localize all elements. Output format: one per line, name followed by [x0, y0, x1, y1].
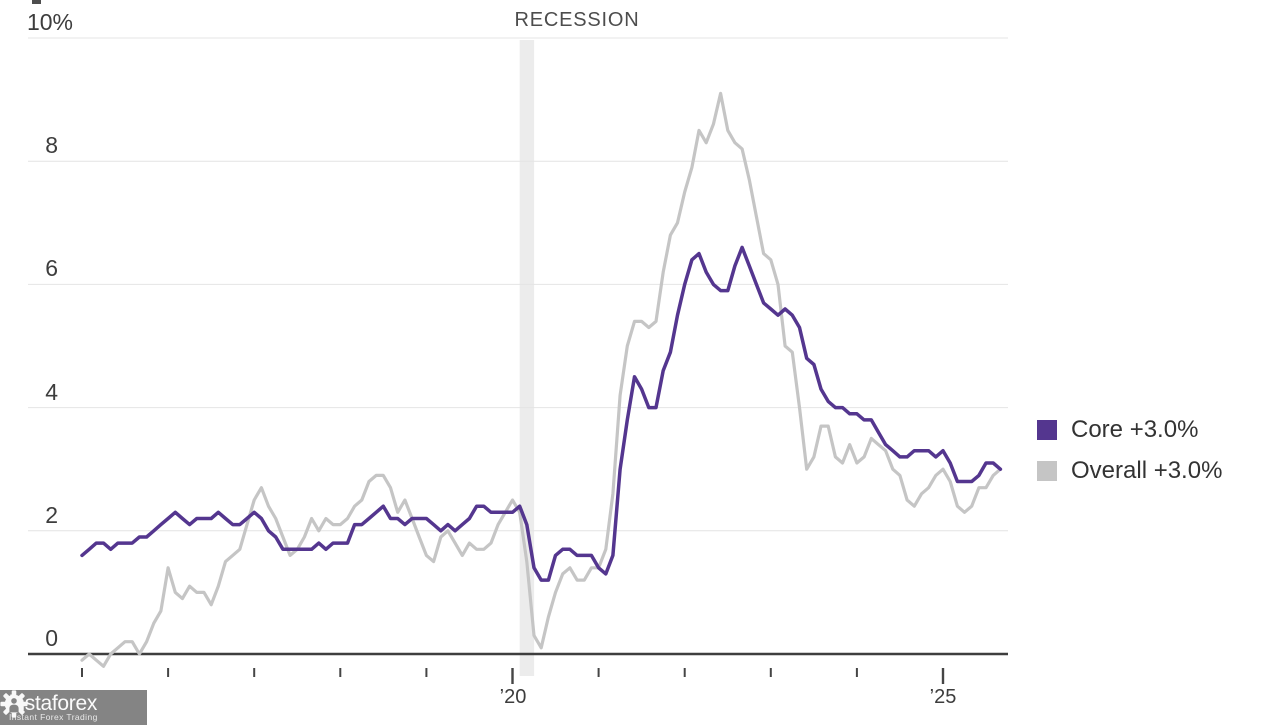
data-lines	[80, 91, 1003, 668]
core-line	[80, 245, 1003, 582]
instaforex-watermark: instaforex Instant Forex Trading	[0, 690, 147, 725]
x-axis-ticks	[81, 668, 945, 684]
legend-item-overall: Overall +3.0%	[1037, 457, 1223, 484]
recession-label: RECESSION	[514, 9, 640, 31]
screenshot-artifact	[32, 0, 41, 4]
recession-band	[519, 40, 535, 676]
x-axis-label: ’20	[499, 686, 527, 708]
y-axis-label: 10%	[26, 9, 73, 35]
y-axis-label: 8	[45, 132, 58, 158]
watermark-tagline: Instant Forex Trading	[9, 711, 98, 722]
overall-swatch	[1037, 461, 1057, 481]
watermark-text: instaforex Instant Forex Trading	[9, 691, 98, 722]
y-axis-label: 6	[45, 255, 58, 281]
gridlines	[28, 37, 1008, 656]
x-axis-label: ’25	[929, 686, 957, 708]
legend-label-core: Core +3.0%	[1071, 416, 1199, 443]
y-axis-label: 0	[45, 625, 58, 651]
core-swatch	[1037, 420, 1057, 440]
legend-item-core: Core +3.0%	[1037, 416, 1222, 443]
watermark-brand: instaforex	[9, 691, 98, 715]
y-axis-label: 2	[45, 502, 58, 528]
legend-label-overall: Overall +3.0%	[1071, 457, 1223, 484]
legend: Core +3.0% Overall +3.0%	[1037, 416, 1223, 499]
y-axis-label: 4	[45, 379, 58, 405]
instaforex-logo-icon	[0, 690, 28, 718]
overall-line	[80, 91, 1003, 668]
